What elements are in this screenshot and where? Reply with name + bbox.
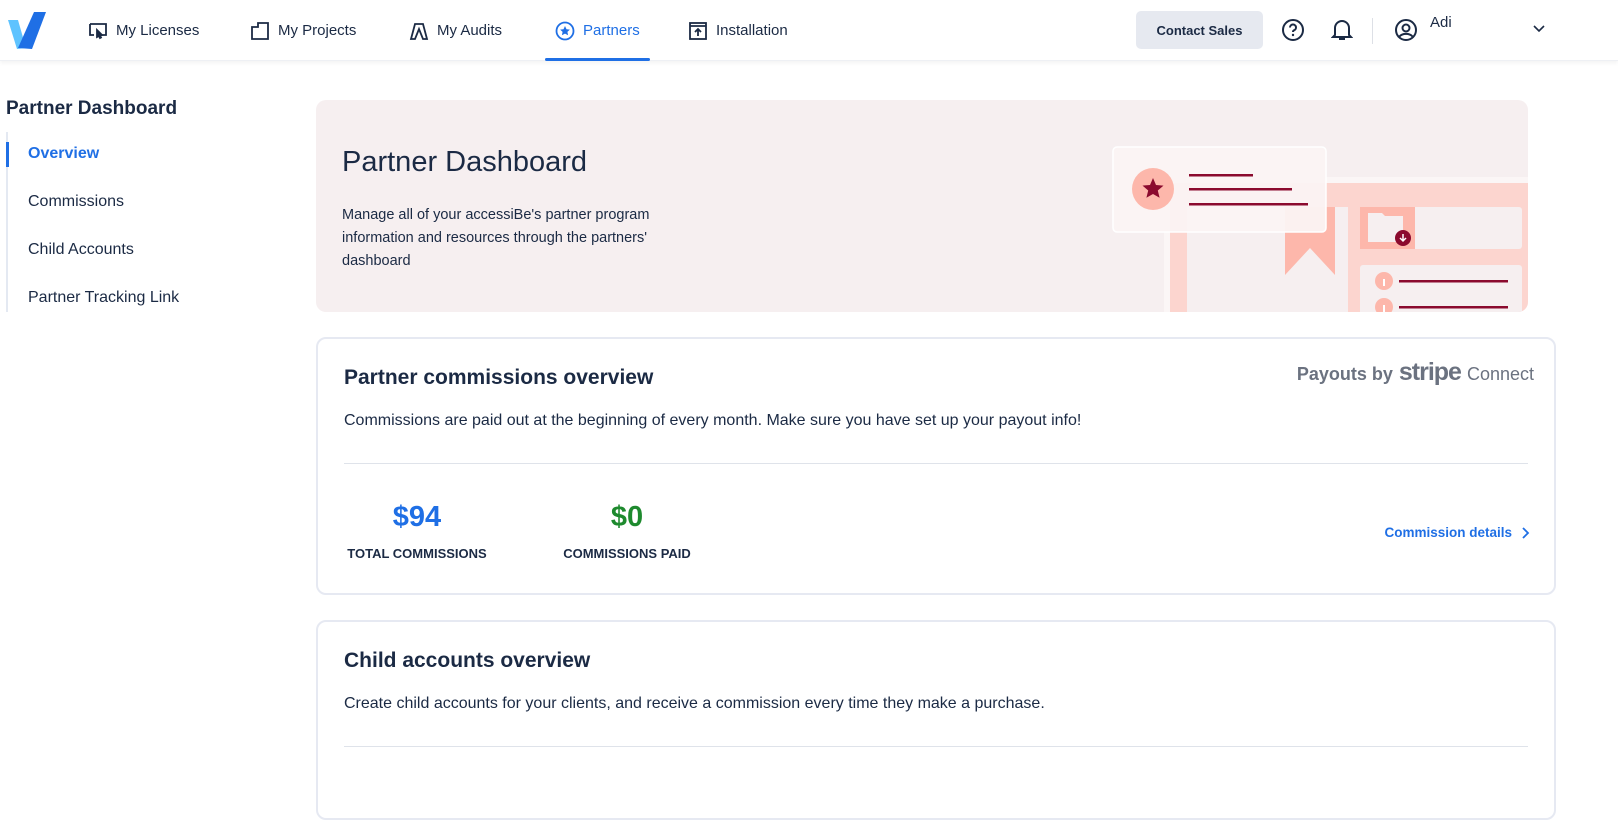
page-title: Partner Dashboard	[342, 146, 588, 178]
nav-partners[interactable]: Partners	[545, 0, 650, 61]
bell-icon[interactable]	[1331, 18, 1353, 42]
divider	[344, 746, 1528, 747]
sidebar-item-child-accounts[interactable]: Child Accounts	[28, 241, 134, 258]
commissions-title: Partner commissions overview	[344, 366, 654, 389]
child-accounts-title: Child accounts overview	[344, 649, 591, 672]
partner-illustration	[1112, 146, 1528, 312]
top-navigation: My Licenses My Projects My Audits Partne…	[0, 0, 1618, 61]
sidebar-track	[6, 132, 8, 312]
dashboard-banner: Partner Dashboard Manage all of your acc…	[316, 100, 1528, 312]
nav-installation[interactable]: Installation	[688, 0, 788, 61]
sidebar-title: Partner Dashboard	[6, 98, 178, 119]
child-accounts-overview-card: Child accounts overview Create child acc…	[316, 620, 1556, 820]
sidebar-item-overview[interactable]: Overview	[28, 145, 100, 162]
installation-icon	[689, 21, 707, 40]
divider	[344, 463, 1528, 464]
nav-my-licenses[interactable]: My Licenses	[88, 0, 199, 61]
commission-details-link[interactable]: Commission details	[1384, 525, 1530, 540]
commissions-description: Commissions are paid out at the beginnin…	[344, 412, 1082, 429]
total-commissions-stat: $94 TOTAL COMMISSIONS	[347, 501, 487, 561]
nav-my-projects[interactable]: My Projects	[250, 0, 356, 61]
chevron-down-icon[interactable]	[1533, 25, 1545, 33]
star-circle-icon	[555, 21, 575, 40]
commissions-paid-stat: $0 COMMISSIONS PAID	[563, 501, 691, 561]
chevron-right-icon	[1522, 526, 1530, 539]
sidebar-item-partner-tracking-link[interactable]: Partner Tracking Link	[28, 289, 180, 306]
contact-sales-button[interactable]: Contact Sales	[1136, 11, 1263, 49]
stripe-payouts-badge: Payouts by stripe Connect	[1296, 358, 1534, 386]
sidebar-active-indicator	[6, 142, 9, 167]
commissions-overview-card: Partner commissions overview Payouts by …	[316, 337, 1556, 595]
nav-my-audits[interactable]: My Audits	[409, 0, 502, 61]
user-name[interactable]: Adi	[1430, 14, 1452, 31]
help-icon[interactable]	[1281, 18, 1305, 42]
projects-icon	[251, 21, 269, 40]
stripe-logo: stripe	[1398, 358, 1462, 386]
licenses-icon	[89, 22, 107, 39]
banner-description: Manage all of your accessiBe's partner p…	[342, 207, 650, 269]
user-avatar-icon[interactable]	[1394, 18, 1418, 42]
divider	[1372, 18, 1373, 44]
child-accounts-description: Create child accounts for your clients, …	[344, 695, 1045, 712]
sidebar-item-commissions[interactable]: Commissions	[28, 193, 125, 210]
accessibe-logo[interactable]	[8, 12, 50, 50]
audits-icon	[409, 22, 429, 40]
